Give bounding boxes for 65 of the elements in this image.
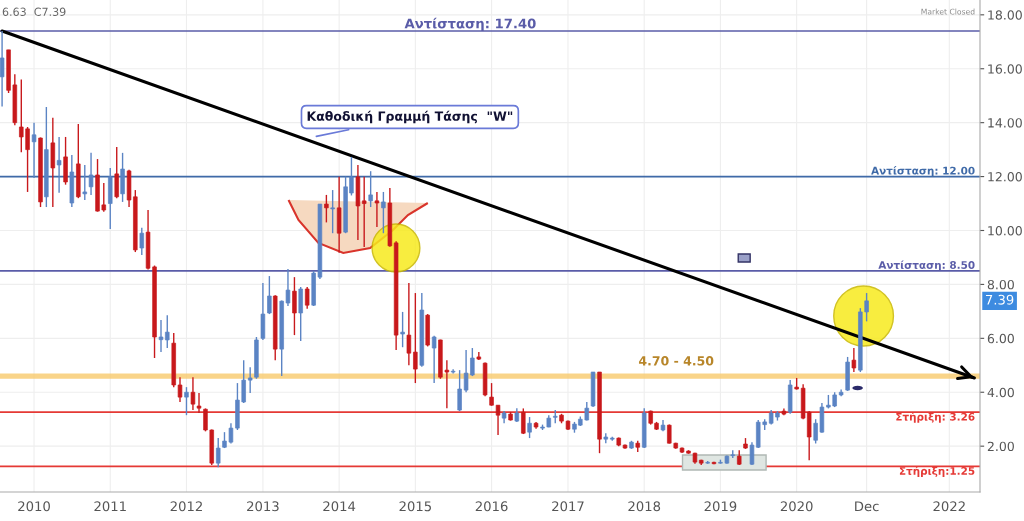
x-tick-label: 2014 bbox=[323, 501, 356, 512]
x-tick-label: 2018 bbox=[628, 501, 661, 512]
candlestick bbox=[845, 356, 850, 392]
candlestick bbox=[298, 286, 303, 342]
candlestick bbox=[38, 136, 43, 208]
y-tick-label: 4.00 bbox=[987, 387, 1014, 398]
x-tick-label: 2016 bbox=[475, 501, 508, 512]
x-tick-label: 2015 bbox=[399, 501, 431, 512]
candlestick bbox=[267, 275, 272, 315]
y-tick-label: 16.00 bbox=[988, 64, 1022, 74]
ref-line-label: Αντίσταση: 12.00 bbox=[871, 166, 975, 177]
candlestick bbox=[425, 313, 430, 348]
x-tick-label: 2010 bbox=[18, 501, 50, 512]
candlestick bbox=[184, 386, 189, 416]
x-tick-label: 2022 bbox=[933, 501, 965, 512]
candlestick bbox=[139, 227, 145, 256]
x-tick-label: 2011 bbox=[94, 501, 126, 512]
candlestick bbox=[108, 167, 113, 230]
x-tick-label: 2019 bbox=[704, 501, 737, 512]
candlestick bbox=[273, 294, 278, 361]
candlestick bbox=[457, 369, 462, 412]
ref-line-label: Αντίσταση: 8.50 bbox=[878, 260, 975, 271]
candlestick bbox=[489, 382, 494, 407]
candlestick bbox=[450, 368, 456, 375]
annotation: 6.63 C7.39 bbox=[2, 7, 66, 16]
candlestick bbox=[76, 123, 81, 199]
y-tick-label: 2.00 bbox=[987, 441, 1014, 452]
candlestick bbox=[597, 371, 602, 454]
candlestick bbox=[324, 194, 329, 224]
ref-line-label: Στήριξη: 3.26 bbox=[896, 412, 975, 423]
candlestick bbox=[63, 136, 68, 186]
y-tick-label: 6.00 bbox=[987, 333, 1014, 344]
candlestick bbox=[196, 392, 202, 414]
candlestick bbox=[527, 416, 532, 439]
candlestick bbox=[368, 170, 373, 208]
y-tick-label: 8.00 bbox=[987, 279, 1014, 290]
candlestick bbox=[374, 191, 380, 228]
candlestick bbox=[641, 407, 647, 449]
y-tick-label: 14.00 bbox=[988, 118, 1022, 128]
x-tick-label: 2017 bbox=[552, 501, 584, 512]
ref-line-label: Στήριξη:1.25 bbox=[899, 466, 975, 477]
y-tick-label: 12.00 bbox=[988, 172, 1022, 182]
candlestick bbox=[476, 351, 482, 361]
y-tick-label: 18.00 bbox=[988, 10, 1022, 20]
candlestick bbox=[114, 146, 119, 199]
candlestick bbox=[381, 191, 386, 234]
ref-line-label: Αντίσταση: 17.40 bbox=[404, 17, 536, 31]
candlestick bbox=[120, 152, 125, 203]
candlestick bbox=[82, 164, 88, 201]
candlestick bbox=[292, 276, 297, 336]
candlestick bbox=[660, 419, 666, 433]
x-tick-label: 2012 bbox=[170, 501, 202, 512]
x-tick-label: Dec bbox=[855, 501, 879, 512]
y-tick-label: 10.00 bbox=[988, 225, 1022, 236]
candlestick bbox=[781, 407, 787, 416]
x-tick-label: 2020 bbox=[780, 501, 813, 512]
band-label: 4.70 - 4.50 bbox=[638, 356, 714, 366]
candlestick bbox=[44, 106, 49, 208]
text: 7.39 bbox=[985, 294, 1014, 305]
candlestick bbox=[521, 407, 526, 435]
annotation: Καθοδική Γραμμή Τάσης "W" bbox=[307, 110, 513, 124]
candlestick bbox=[330, 189, 335, 234]
candlestick bbox=[413, 292, 418, 384]
candlestick bbox=[400, 311, 405, 348]
x-tick-label: 2013 bbox=[247, 501, 279, 512]
